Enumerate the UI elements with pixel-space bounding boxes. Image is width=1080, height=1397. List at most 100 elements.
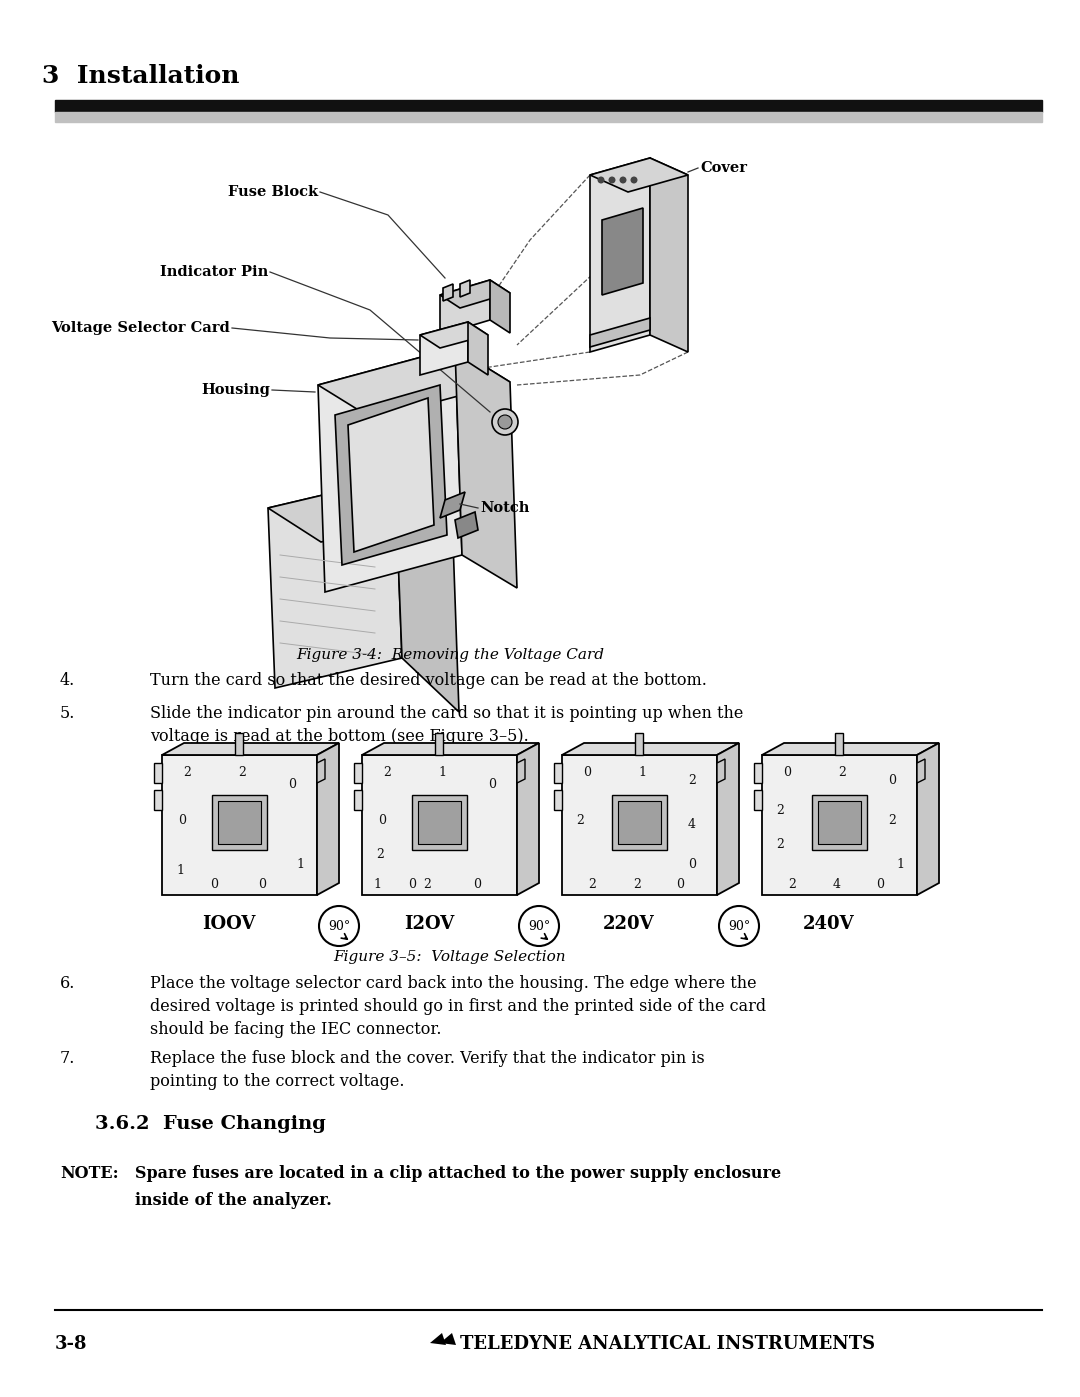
Text: should be facing the IEC connector.: should be facing the IEC connector. [150, 1021, 442, 1038]
Text: 90°: 90° [728, 919, 751, 933]
Polygon shape [618, 800, 661, 844]
Polygon shape [318, 743, 339, 895]
Polygon shape [602, 208, 643, 295]
Text: 3.6.2  Fuse Changing: 3.6.2 Fuse Changing [95, 1115, 326, 1133]
Circle shape [719, 907, 759, 946]
Polygon shape [517, 743, 539, 895]
Text: 0: 0 [288, 778, 296, 792]
Text: 6.: 6. [60, 975, 76, 992]
Polygon shape [443, 284, 453, 300]
Text: Fuse Block: Fuse Block [228, 184, 318, 198]
Polygon shape [460, 279, 470, 298]
Text: I2OV: I2OV [404, 915, 454, 933]
Text: 2: 2 [633, 879, 640, 891]
Bar [435, 733, 443, 754]
Text: 2: 2 [238, 767, 246, 780]
Polygon shape [562, 754, 717, 895]
Text: 2: 2 [777, 838, 784, 852]
Text: TELEDYNE ANALYTICAL INSTRUMENTS: TELEDYNE ANALYTICAL INSTRUMENTS [460, 1336, 875, 1354]
Polygon shape [440, 279, 490, 335]
Text: 5.: 5. [60, 705, 76, 722]
Text: 2: 2 [184, 767, 191, 780]
Text: 2: 2 [888, 813, 896, 827]
Text: 220V: 220V [604, 915, 654, 933]
Text: 1: 1 [896, 859, 904, 872]
Text: Slide the indicator pin around the card so that it is pointing up when the: Slide the indicator pin around the card … [150, 705, 743, 722]
Text: pointing to the correct voltage.: pointing to the correct voltage. [150, 1073, 405, 1090]
Circle shape [631, 176, 637, 183]
Text: 1: 1 [296, 859, 303, 872]
Bar [55, 112, 1042, 122]
Text: 0: 0 [876, 879, 885, 891]
Text: 0: 0 [408, 879, 416, 891]
Circle shape [608, 176, 616, 183]
Polygon shape [440, 492, 465, 518]
Polygon shape [812, 795, 867, 849]
Text: Cover: Cover [700, 161, 747, 175]
Text: 0: 0 [676, 879, 684, 891]
Circle shape [620, 176, 626, 183]
Polygon shape [554, 789, 562, 810]
Polygon shape [418, 800, 461, 844]
Text: Indicator Pin: Indicator Pin [160, 265, 268, 279]
Text: 7.: 7. [60, 1051, 76, 1067]
Text: 0: 0 [258, 879, 266, 891]
Text: 2: 2 [589, 879, 596, 891]
Text: 3  Installation: 3 Installation [42, 64, 240, 88]
Text: NOTE:: NOTE: [60, 1165, 119, 1182]
Polygon shape [354, 763, 362, 782]
Text: 0: 0 [888, 774, 896, 787]
Text: 0: 0 [583, 767, 591, 780]
Text: Figure 3-4:  Removing the Voltage Card: Figure 3-4: Removing the Voltage Card [296, 648, 604, 662]
Polygon shape [212, 795, 267, 849]
Polygon shape [762, 743, 939, 754]
Polygon shape [268, 478, 402, 687]
Text: Notch: Notch [480, 502, 529, 515]
Polygon shape [154, 789, 162, 810]
Polygon shape [517, 759, 525, 782]
Circle shape [597, 176, 605, 183]
Polygon shape [554, 763, 562, 782]
Text: Housing: Housing [201, 383, 270, 397]
Text: Voltage Selector Card: Voltage Selector Card [51, 321, 230, 335]
Text: IOOV: IOOV [202, 915, 256, 933]
Polygon shape [818, 800, 861, 844]
Text: 4: 4 [688, 819, 696, 831]
Text: 90°: 90° [328, 919, 350, 933]
Text: 2: 2 [576, 813, 584, 827]
Text: Turn the card so that the desired voltage can be read at the bottom.: Turn the card so that the desired voltag… [150, 672, 707, 689]
Text: 4: 4 [833, 879, 841, 891]
Text: 2: 2 [838, 767, 846, 780]
Bar [55, 101, 1042, 112]
Polygon shape [154, 763, 162, 782]
Text: 2: 2 [383, 767, 391, 780]
Text: 2: 2 [788, 879, 796, 891]
Polygon shape [318, 348, 510, 419]
Polygon shape [455, 348, 517, 588]
Polygon shape [162, 754, 318, 895]
Text: 4.: 4. [60, 672, 76, 689]
Polygon shape [590, 158, 688, 191]
Polygon shape [468, 321, 488, 374]
Text: 0: 0 [473, 879, 481, 891]
Polygon shape [650, 158, 688, 352]
Polygon shape [754, 789, 762, 810]
Polygon shape [590, 158, 650, 352]
Polygon shape [430, 1333, 446, 1345]
Circle shape [498, 415, 512, 429]
Polygon shape [218, 800, 261, 844]
Polygon shape [354, 789, 362, 810]
Polygon shape [917, 743, 939, 895]
Polygon shape [455, 511, 478, 538]
Text: inside of the analyzer.: inside of the analyzer. [135, 1192, 332, 1208]
Polygon shape [420, 321, 488, 348]
Text: 1: 1 [176, 863, 184, 876]
Polygon shape [762, 754, 917, 895]
Polygon shape [162, 743, 339, 754]
Circle shape [319, 907, 359, 946]
Text: 2: 2 [376, 848, 383, 862]
Text: 0: 0 [488, 778, 496, 792]
Polygon shape [318, 759, 325, 782]
Polygon shape [717, 759, 725, 782]
Polygon shape [411, 795, 467, 849]
